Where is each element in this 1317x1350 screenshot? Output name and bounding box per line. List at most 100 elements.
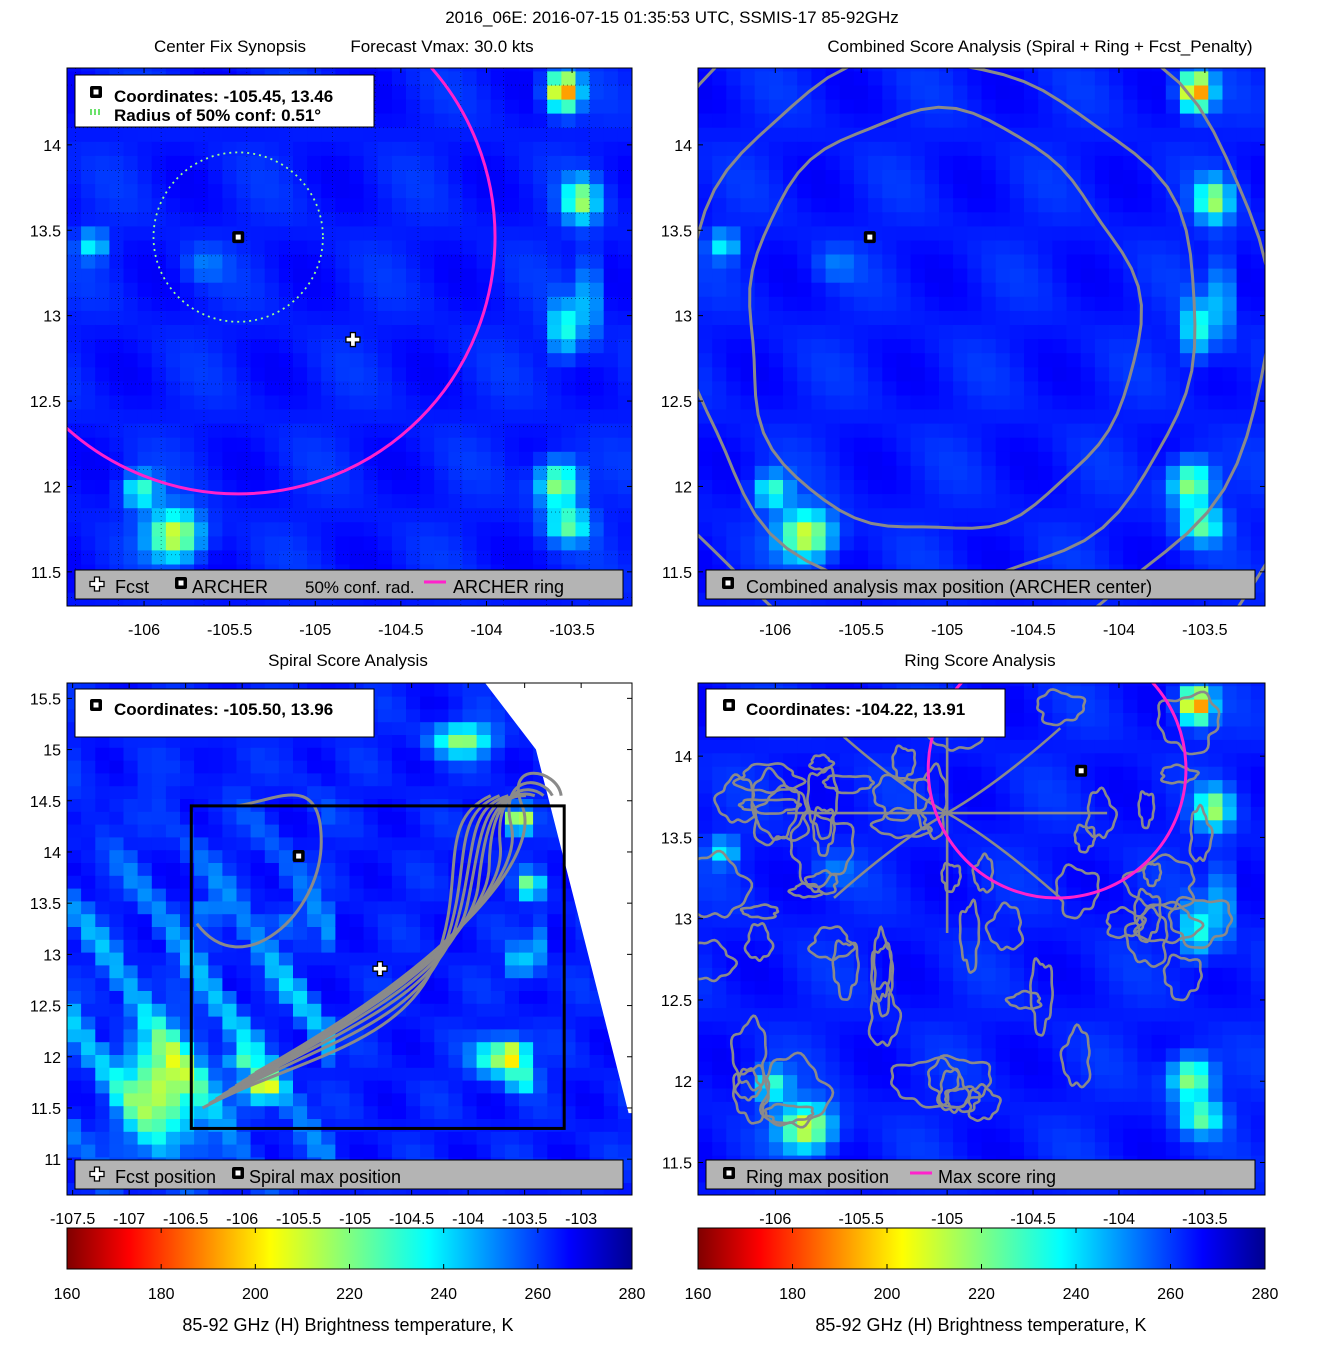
heatmap-cell (589, 197, 605, 213)
heatmap-cell (95, 951, 111, 966)
heatmap-cell (434, 422, 450, 438)
heatmap-cell (462, 759, 478, 774)
heatmap-cell (783, 479, 798, 495)
heatmap-cell (293, 451, 308, 466)
heatmap-cell (434, 1143, 450, 1158)
heatmap-cell (208, 493, 224, 509)
heatmap-cell (81, 977, 96, 991)
heatmap-cell (236, 507, 252, 523)
heatmap-cell (349, 352, 365, 368)
heatmap-cell (349, 169, 365, 185)
y-tick-label: 12.5 (661, 394, 692, 411)
heatmap-cell (321, 239, 337, 255)
heatmap-cell (1123, 394, 1139, 410)
heatmap-cell (109, 1105, 125, 1119)
heatmap-cell (151, 759, 167, 774)
heatmap-cell (1080, 338, 1096, 354)
fcst-marker (372, 961, 388, 977)
heatmap-cell (137, 267, 153, 283)
heatmap-cell (222, 772, 238, 787)
heatmap-cell (391, 352, 407, 368)
heatmap-cell (924, 211, 940, 227)
square-marker-core (725, 580, 731, 586)
heatmap-cell (307, 436, 322, 452)
heatmap-cell (910, 296, 926, 311)
heatmap-cell (589, 521, 605, 537)
heatmap-cell (839, 310, 855, 325)
heatmap-cell (1151, 310, 1167, 325)
heatmap-cell (712, 239, 728, 255)
heatmap-cell (476, 352, 492, 368)
heatmap-cell (1024, 296, 1039, 311)
heatmap-cell (95, 1131, 111, 1145)
heatmap-cell (123, 747, 139, 761)
heatmap-cell (377, 197, 393, 213)
heatmap-cell (1080, 493, 1096, 509)
heatmap-cell (165, 1143, 181, 1158)
heatmap-cell (462, 1131, 478, 1145)
heatmap-cell (165, 394, 181, 410)
heatmap-cell (533, 535, 548, 551)
heatmap-cell (1052, 422, 1068, 438)
heatmap-cell (208, 1028, 224, 1043)
heatmap-cell (448, 1067, 464, 1081)
heatmap-cell (462, 772, 478, 787)
heatmap-cell (740, 521, 756, 537)
heatmap-cell (165, 68, 181, 72)
heatmap-cell (1222, 507, 1238, 523)
heatmap-cell (194, 836, 209, 851)
heatmap-cell (363, 1079, 379, 1094)
heatmap-cell (910, 465, 926, 480)
heatmap-cell (967, 197, 983, 213)
heatmap-cell (137, 1092, 153, 1107)
heatmap-cell (137, 1079, 153, 1094)
heatmap-cell (448, 324, 464, 340)
heatmap-cell (67, 811, 82, 825)
heatmap-cell (632, 71, 647, 86)
heatmap-cell (194, 759, 209, 774)
heatmap-cell (137, 823, 153, 838)
heatmap-cell (533, 875, 548, 889)
heatmap-cell (783, 422, 798, 438)
heatmap-cell (363, 225, 379, 241)
heatmap-cell (868, 408, 884, 424)
y-tick-label: 12 (43, 479, 61, 496)
heatmap-cell (768, 169, 784, 185)
heatmap-cell (363, 1105, 379, 1119)
heatmap-cell (307, 126, 322, 142)
heatmap-cell (264, 380, 280, 396)
heatmap-cell (123, 1015, 139, 1030)
heatmap-cell (349, 225, 365, 241)
heatmap-cell (335, 887, 351, 902)
heatmap-cell (448, 759, 464, 774)
heatmap-cell (632, 479, 647, 494)
heatmap-cell (1052, 451, 1068, 466)
heatmap-cell (1236, 507, 1252, 523)
heatmap-cell (335, 1003, 351, 1017)
heatmap-cell (95, 900, 111, 915)
heatmap-cell (236, 875, 252, 889)
heatmap-cell (208, 211, 224, 227)
heatmap-cell (476, 84, 492, 100)
heatmap-cell (95, 211, 111, 227)
heatmap-cell (768, 352, 784, 368)
heatmap-cell (222, 155, 238, 170)
heatmap-cell (165, 862, 181, 876)
heatmap-cell (490, 1079, 506, 1094)
heatmap-cell (939, 394, 954, 410)
heatmap-cell (208, 823, 224, 838)
heatmap-cell (1080, 225, 1096, 241)
heatmap-cell (1123, 408, 1139, 424)
heatmap-cell (137, 862, 153, 876)
heatmap-cell (123, 823, 139, 838)
heatmap-cell (236, 338, 252, 354)
heatmap-cell (519, 380, 534, 396)
heatmap-cell (617, 366, 632, 382)
heatmap-cell (504, 366, 520, 382)
heatmap-cell (1109, 197, 1125, 213)
heatmap-cell (335, 1028, 351, 1043)
heatmap-cell (533, 98, 548, 114)
heatmap-cell (335, 141, 351, 156)
heatmap-cell (924, 352, 940, 368)
heatmap-cell (278, 169, 294, 185)
